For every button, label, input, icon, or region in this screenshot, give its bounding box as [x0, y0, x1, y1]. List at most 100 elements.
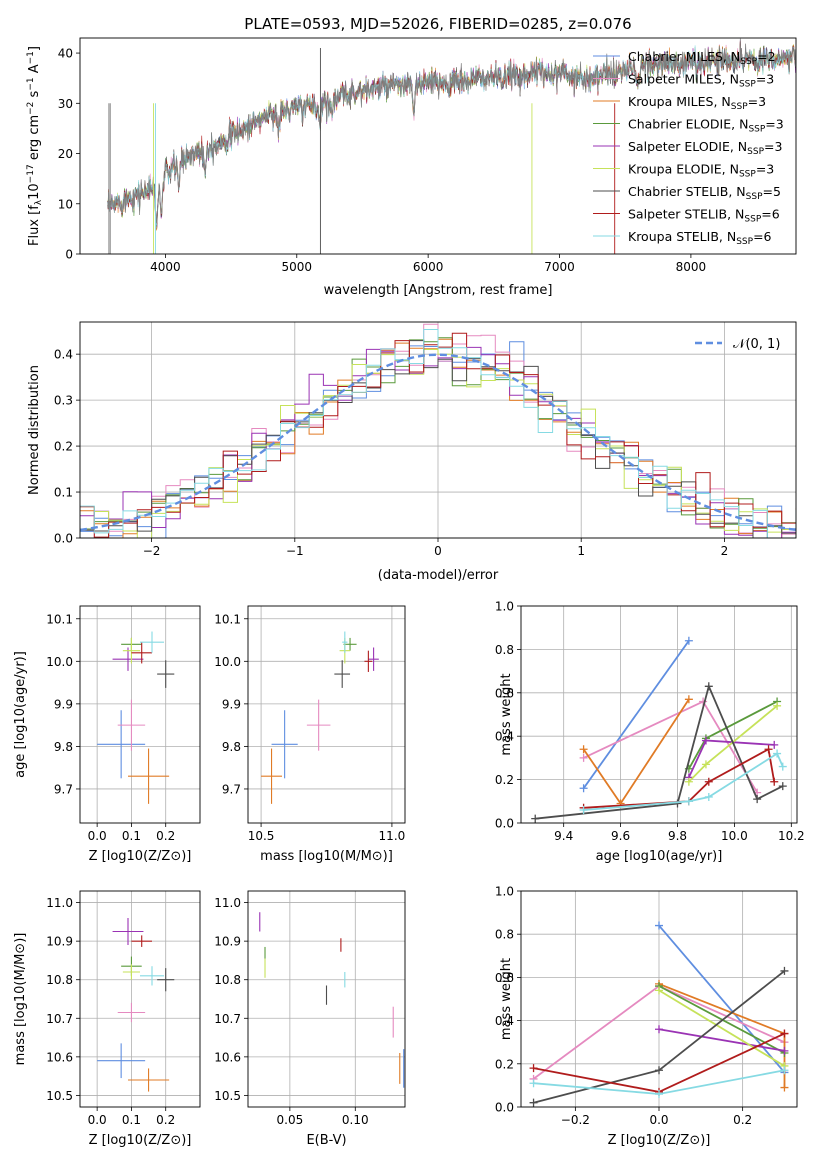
legend-entry: 𝒩(0, 1)	[733, 337, 780, 352]
y-axis-label: Flux [fλ10−17 erg cm−2 s−1 A−1]	[26, 46, 44, 246]
normal-curve	[80, 353, 796, 532]
x-tick-label: 0.0	[88, 829, 107, 843]
observed-spectrum	[107, 38, 796, 224]
y-tick-label: 0.4	[495, 730, 514, 744]
plus-marker	[579, 745, 588, 754]
series-line	[583, 700, 758, 794]
x-tick-label: 0	[434, 544, 442, 558]
spectrum-lines	[107, 38, 796, 254]
y-axis-label: Normed distribution	[27, 365, 42, 495]
axes-frame	[247, 890, 406, 1108]
y-tick-label: 0.0	[495, 1101, 514, 1115]
plus-marker	[655, 986, 663, 995]
x-tick-label: 9.4	[554, 829, 573, 843]
y-tick-label: 0.6	[495, 686, 514, 700]
y-tick-label: 9.9	[54, 697, 73, 711]
plus-marker	[579, 753, 588, 762]
axes-frame	[79, 37, 797, 255]
plus-marker	[579, 784, 588, 793]
plus-marker	[773, 701, 782, 710]
legend-entry: Salpeter STELIB, NSSP=6	[628, 207, 780, 225]
legend-entry: Kroupa ELODIE, NSSP=3	[628, 162, 774, 180]
errorbars	[259, 912, 405, 1088]
x-axis-label: age [log10(age/yr)]	[596, 849, 723, 864]
y-tick-label: 10.1	[46, 612, 73, 626]
series-line	[658, 989, 785, 1067]
plus-marker	[780, 1083, 789, 1092]
x-tick-label: 7000	[544, 260, 575, 274]
plus-marker	[673, 799, 682, 808]
x-tick-label: 1	[577, 544, 585, 558]
x-tick-label: 0.0	[649, 1113, 668, 1127]
axes-frame	[247, 605, 406, 824]
y-tick-label: 0.1	[54, 486, 73, 500]
y-tick-label: 0	[65, 248, 73, 262]
errorbar-axes: 0.0 0.1 0.2 10.5 10.6 10.7 10.8 10.9 11.0 Z [log1…	[13, 890, 201, 1148]
y-tick-label: 10.6	[46, 1050, 73, 1064]
axes-frame	[79, 890, 201, 1108]
plus-marker	[770, 777, 779, 786]
plus-marker	[778, 782, 787, 791]
mass-weight-axes: −0.2 0.0 0.2 0.0 0.2 0.4 0.6 0.8 1.0 Z [log10(Z/Z…	[495, 885, 798, 1148]
y-tick-label: 20	[58, 147, 73, 161]
y-tick-label: 0.6	[495, 971, 514, 985]
plus-marker	[780, 1029, 789, 1038]
axes-frame	[79, 321, 797, 539]
errorbars	[261, 631, 379, 804]
axes-frame	[520, 605, 798, 824]
errorbar-axes: 0.0 0.1 0.2 9.7 9.8 9.9 10.0 10.1 Z [log10(Z/Z⊙)…	[13, 605, 201, 864]
x-tick-label: 11.0	[379, 829, 406, 843]
y-tick-label: 10.5	[214, 1089, 241, 1103]
plus-marker	[684, 797, 693, 806]
y-tick-label: 0.2	[495, 1057, 514, 1071]
plus-marker	[770, 740, 779, 749]
x-tick-label: 0.10	[342, 1113, 369, 1127]
y-tick-label: 10.1	[214, 612, 241, 626]
axes-frame	[520, 890, 798, 1108]
series-line	[582, 640, 690, 789]
x-tick-label: 0.05	[277, 1113, 304, 1127]
plus-marker	[684, 636, 693, 645]
y-axis-label: mass weight	[499, 958, 514, 1040]
mass-weight-lines	[531, 636, 787, 823]
mass-weight-lines	[529, 921, 789, 1107]
y-tick-label: 10.9	[46, 935, 73, 949]
histogram-kroupa-stelib	[80, 329, 796, 538]
y-tick-label: 10.6	[214, 1050, 241, 1064]
y-axis-label: mass [log10(M/M⊙)]	[13, 933, 28, 1066]
y-tick-label: 0.2	[54, 440, 73, 454]
x-tick-label: 0.2	[156, 829, 175, 843]
mass-weight-axes: 9.4 9.6 9.8 10.0 10.2 0.0 0.2 0.4 0.6 0.8 1.0 age […	[495, 600, 805, 865]
x-tick-label: 0.1	[122, 829, 141, 843]
x-tick-label: 0.0	[88, 1113, 107, 1127]
y-tick-label: 10.7	[46, 1012, 73, 1026]
x-axis-label: mass [log10(M/M⊙)]	[260, 849, 393, 864]
y-tick-label: 0.8	[495, 928, 514, 942]
y-tick-label: 1.0	[495, 600, 514, 614]
x-axis-label: E(B-V)	[306, 1133, 346, 1148]
plus-marker	[531, 814, 540, 823]
plus-marker	[780, 1046, 789, 1055]
x-tick-label: −0.2	[561, 1113, 590, 1127]
y-tick-label: 9.9	[222, 697, 241, 711]
y-tick-label: 10.9	[214, 935, 241, 949]
errorbars	[97, 631, 175, 804]
plus-marker	[655, 1090, 663, 1099]
y-tick-label: 11.0	[214, 896, 241, 910]
y-axis-label: mass weight	[499, 673, 514, 755]
plus-marker	[780, 966, 789, 975]
legend-entry: Kroupa MILES, NSSP=3	[628, 94, 766, 112]
y-tick-label: 10.8	[46, 973, 73, 987]
x-axis-label: wavelength [Angstrom, rest frame]	[324, 283, 553, 298]
errorbars	[97, 918, 175, 1092]
y-tick-label: 10.0	[214, 655, 241, 669]
x-tick-label: 5000	[281, 260, 312, 274]
y-tick-label: 30	[58, 97, 73, 111]
legend-entry: Chabrier MILES, NSSP=2	[628, 49, 776, 67]
x-tick-label: 9.8	[668, 829, 687, 843]
x-tick-label: 10.0	[721, 829, 748, 843]
y-tick-label: 10.7	[214, 1012, 241, 1026]
legend-entry: Chabrier STELIB, NSSP=5	[628, 184, 781, 202]
plus-marker	[778, 762, 787, 771]
plus-marker	[701, 736, 710, 745]
